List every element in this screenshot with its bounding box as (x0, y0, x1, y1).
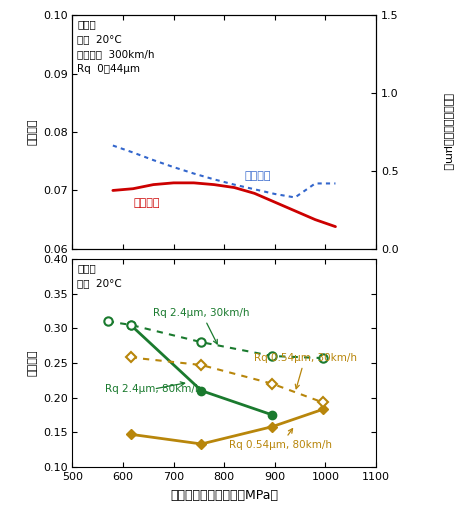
Y-axis label: 粘着係数: 粘着係数 (27, 119, 37, 145)
Text: Rq 2.4μm, 80km/h: Rq 2.4μm, 80km/h (105, 382, 202, 394)
Y-axis label: 粘着係数: 粘着係数 (27, 350, 37, 376)
Text: Rq 0.54μm, 30km/h: Rq 0.54μm, 30km/h (254, 353, 356, 389)
Text: Rq 2.4μm, 30km/h: Rq 2.4μm, 30km/h (153, 308, 250, 344)
Text: 水膜厚さ: 水膜厚さ (244, 171, 271, 182)
Text: Rq 0.54μm, 80km/h: Rq 0.54μm, 80km/h (229, 429, 332, 450)
Text: 計算値
水温  20°C
走行速度  300km/h
Rq  0．44μm: 計算値 水温 20°C 走行速度 300km/h Rq 0．44μm (78, 19, 155, 74)
Text: 実験値
水温  20°C: 実験値 水温 20°C (78, 263, 122, 288)
X-axis label: ヘルツ最大接触圧力（MPa）: ヘルツ最大接触圧力（MPa） (170, 489, 278, 502)
Y-axis label: 中心部水膜厚さ（μm）: 中心部水膜厚さ（μm） (443, 93, 453, 171)
Text: 粘着係数: 粘着係数 (133, 199, 160, 208)
